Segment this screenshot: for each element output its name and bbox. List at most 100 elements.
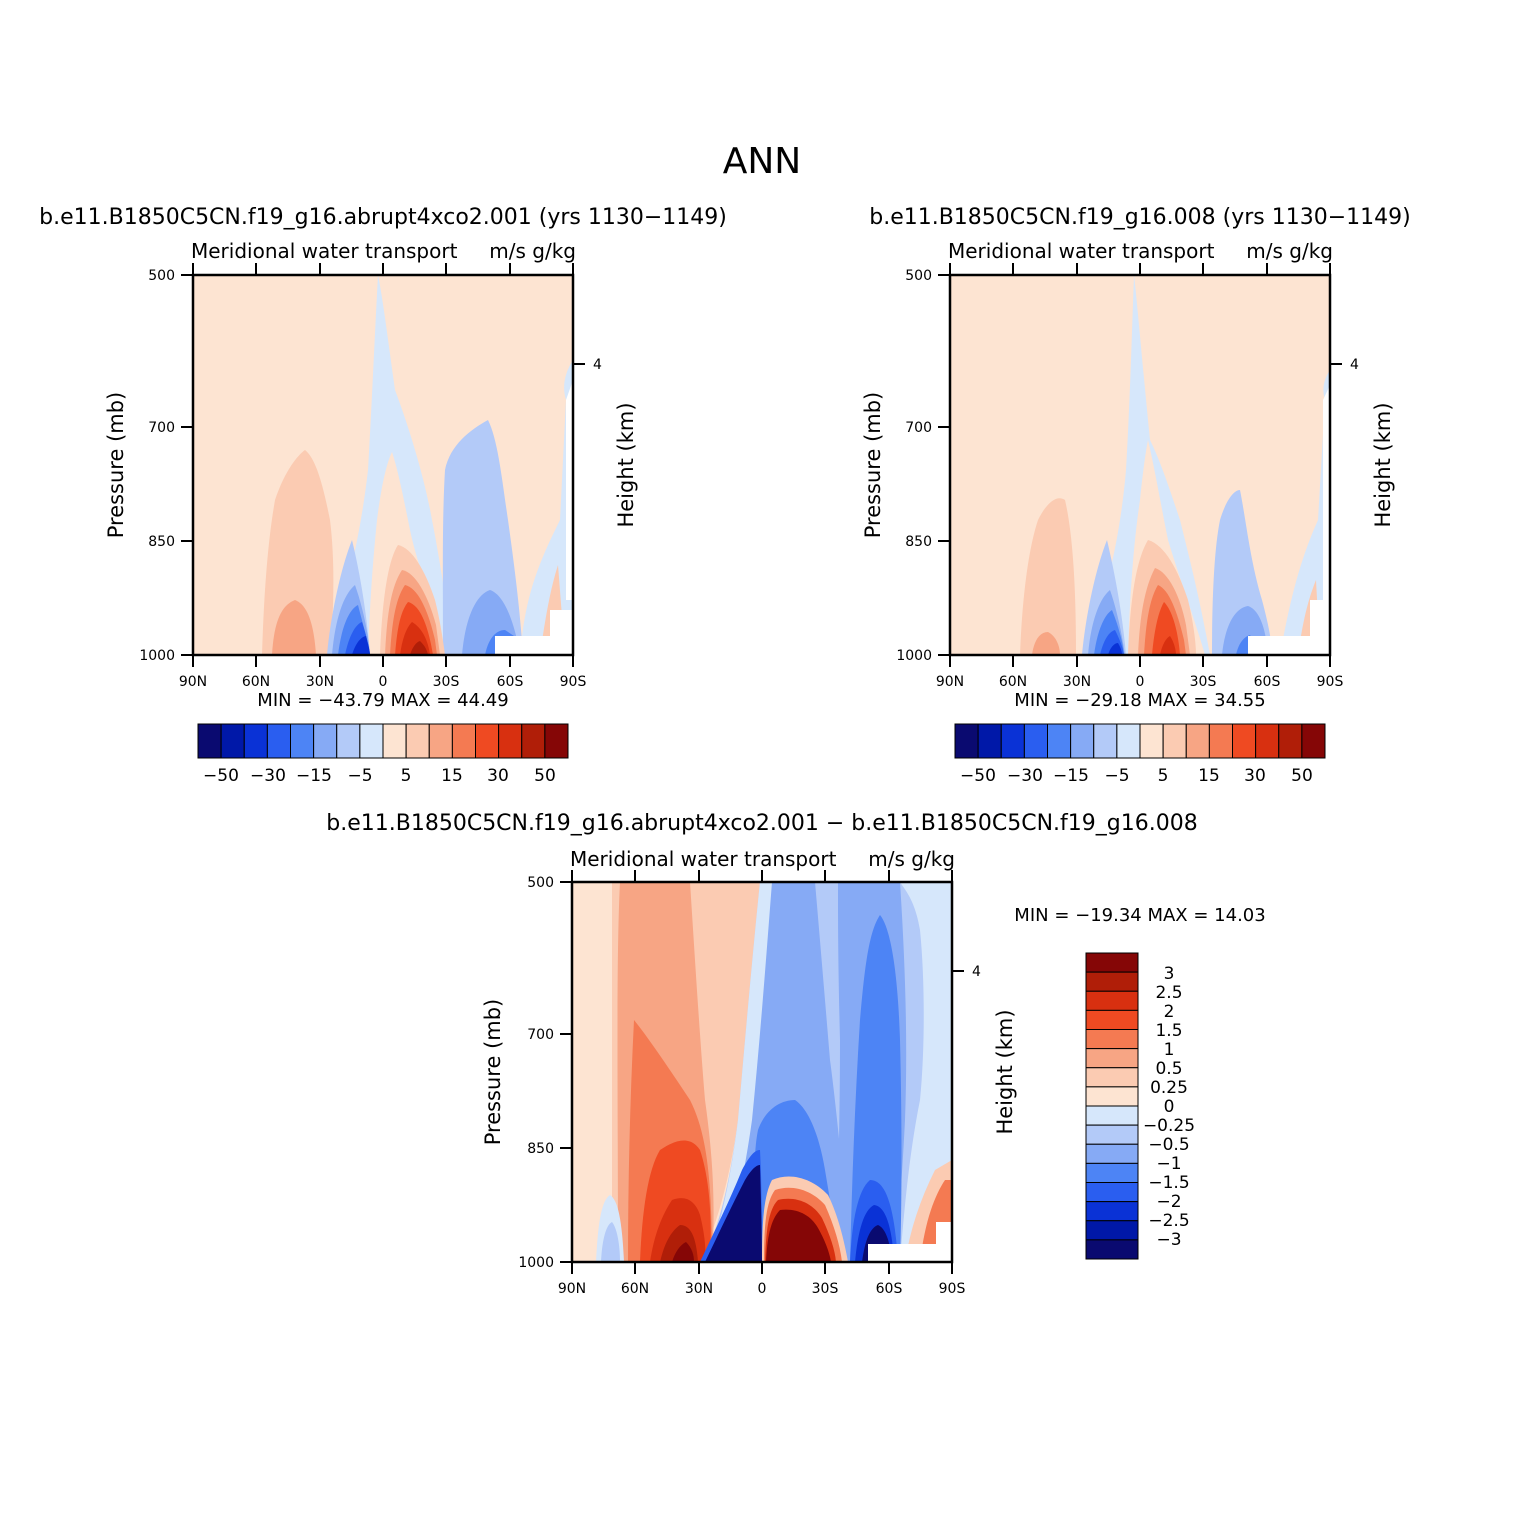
xtick-label: 30S xyxy=(1190,674,1217,690)
colorbar-swatch xyxy=(220,723,245,759)
panel-control: b.e11.B1850C5CN.f19_g16.008 (yrs 1130−11… xyxy=(861,205,1411,786)
colorbar-label: 5 xyxy=(401,766,412,786)
xtick-label: 90S xyxy=(939,1281,966,1297)
ytick-label: 700 xyxy=(905,420,932,436)
xtick-label: 60S xyxy=(876,1281,903,1297)
page-title: ANN xyxy=(723,141,802,182)
y-axis-label: Pressure (mb) xyxy=(861,392,885,539)
contour-field xyxy=(950,275,1330,655)
contour-field xyxy=(572,882,952,1262)
ytick-label: 700 xyxy=(148,420,175,436)
colorbar-label: −30 xyxy=(250,766,286,786)
colorbar-swatch xyxy=(266,723,291,759)
colorbar-swatch xyxy=(1000,723,1025,759)
colorbar-label: 5 xyxy=(1158,766,1169,786)
colorbar-swatch xyxy=(243,723,268,759)
colorbar-label: −3 xyxy=(1156,1230,1181,1250)
xtick-label: 30N xyxy=(306,674,334,690)
colorbar-swatch xyxy=(1085,1029,1139,1050)
xtick-label: 0 xyxy=(379,674,388,690)
colorbar-swatch xyxy=(954,723,979,759)
colorbar-swatch xyxy=(428,723,453,759)
colorbar-swatch xyxy=(1085,1162,1139,1183)
colorbar-swatch xyxy=(1255,723,1280,759)
colorbar-swatch xyxy=(1185,723,1210,759)
colorbar-label: −2.5 xyxy=(1148,1211,1189,1231)
colorbar-swatch xyxy=(1070,723,1095,759)
colorbar-label: 2 xyxy=(1164,1002,1175,1022)
colorbar-label: −5 xyxy=(1104,766,1129,786)
y2-axis-label: Height (km) xyxy=(1371,402,1395,527)
ytick-label: 850 xyxy=(148,534,175,550)
xtick-label: 90S xyxy=(1317,674,1344,690)
colorbar-swatch xyxy=(1085,1067,1139,1088)
panel-left-label: Meridional water transport xyxy=(570,847,837,871)
ytick-label: 1000 xyxy=(518,1255,554,1271)
ytick-label: 1000 xyxy=(896,648,932,664)
colorbar-swatch xyxy=(1085,1124,1139,1145)
colorbar xyxy=(197,723,569,759)
ytick-label: 700 xyxy=(527,1027,554,1043)
panel-right-label: m/s g/kg xyxy=(489,239,576,263)
colorbar-label: 30 xyxy=(1244,766,1266,786)
panel-right-label: m/s g/kg xyxy=(868,847,955,871)
contour-field xyxy=(193,275,573,655)
colorbar-label: −1.5 xyxy=(1148,1173,1189,1193)
colorbar-swatch xyxy=(544,723,569,759)
panel-case: b.e11.B1850C5CN.f19_g16.abrupt4xco2.001 … xyxy=(39,205,727,786)
panel-title: b.e11.B1850C5CN.f19_g16.abrupt4xco2.001 … xyxy=(39,205,727,230)
ytick-label: 500 xyxy=(148,268,175,284)
colorbar-swatch xyxy=(1085,1009,1139,1030)
xtick-label: 60N xyxy=(621,1281,649,1297)
colorbar-swatch xyxy=(313,723,338,759)
colorbar-swatch xyxy=(1085,1182,1139,1203)
colorbar-swatch xyxy=(336,723,361,759)
colorbar-label: 1.5 xyxy=(1155,1021,1182,1041)
panel-title: b.e11.B1850C5CN.f19_g16.008 (yrs 1130−11… xyxy=(869,205,1411,230)
ytick-label: 850 xyxy=(905,534,932,550)
panel-left-label: Meridional water transport xyxy=(948,239,1215,263)
colorbar-swatch xyxy=(1085,1086,1139,1107)
y2tick-label: 4 xyxy=(972,964,981,980)
colorbar-swatch xyxy=(290,723,315,759)
y2-axis-label: Height (km) xyxy=(993,1009,1017,1134)
xtick-label: 60S xyxy=(1254,674,1281,690)
colorbar-label: 30 xyxy=(487,766,509,786)
colorbar-label: −15 xyxy=(1053,766,1089,786)
colorbar-label: −50 xyxy=(960,766,996,786)
colorbar-swatch xyxy=(1085,990,1139,1011)
min-max-label: MIN = −29.18 MAX = 34.55 xyxy=(1014,690,1265,711)
colorbar-swatch xyxy=(1232,723,1257,759)
colorbar-swatch xyxy=(382,723,407,759)
colorbar-swatch xyxy=(197,723,222,759)
xtick-label: 30S xyxy=(812,1281,839,1297)
colorbar-swatch xyxy=(1278,723,1303,759)
colorbar-swatch xyxy=(1116,723,1141,759)
colorbar-swatch xyxy=(498,723,523,759)
colorbar xyxy=(954,723,1326,759)
colorbar-label: 50 xyxy=(534,766,556,786)
xtick-label: 60N xyxy=(242,674,270,690)
xtick-label: 90S xyxy=(560,674,587,690)
y-axis-label: Pressure (mb) xyxy=(104,392,128,539)
colorbar-swatch xyxy=(405,723,430,759)
xtick-label: 0 xyxy=(758,1281,767,1297)
colorbar-swatch xyxy=(1085,1143,1139,1164)
xtick-label: 30N xyxy=(685,1281,713,1297)
xtick-label: 90N xyxy=(179,674,207,690)
colorbar-label: 1 xyxy=(1164,1040,1175,1060)
colorbar-label: −15 xyxy=(296,766,332,786)
xtick-label: 30S xyxy=(433,674,460,690)
colorbar-label: −1 xyxy=(1156,1154,1181,1174)
colorbar-swatch xyxy=(475,723,500,759)
xtick-label: 90N xyxy=(936,674,964,690)
colorbar-label: 0.5 xyxy=(1155,1059,1182,1079)
xtick-label: 30N xyxy=(1063,674,1091,690)
colorbar-label: 0.25 xyxy=(1150,1078,1188,1098)
xtick-label: 60S xyxy=(497,674,524,690)
colorbar-label: 2.5 xyxy=(1155,983,1182,1003)
colorbar-swatch xyxy=(1047,723,1072,759)
colorbar-swatch xyxy=(1208,723,1233,759)
colorbar-swatch xyxy=(1093,723,1118,759)
